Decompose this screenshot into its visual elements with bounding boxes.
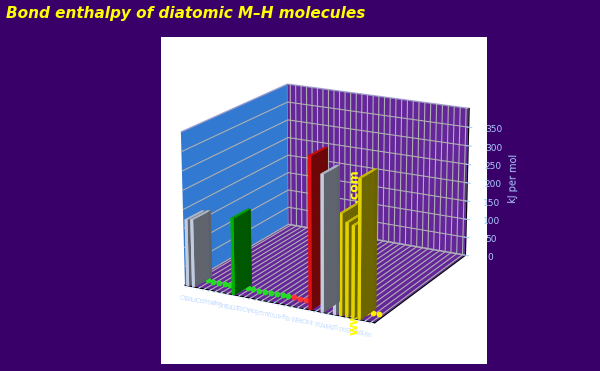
Text: Bond enthalpy of diatomic M–H molecules: Bond enthalpy of diatomic M–H molecules <box>6 6 365 20</box>
